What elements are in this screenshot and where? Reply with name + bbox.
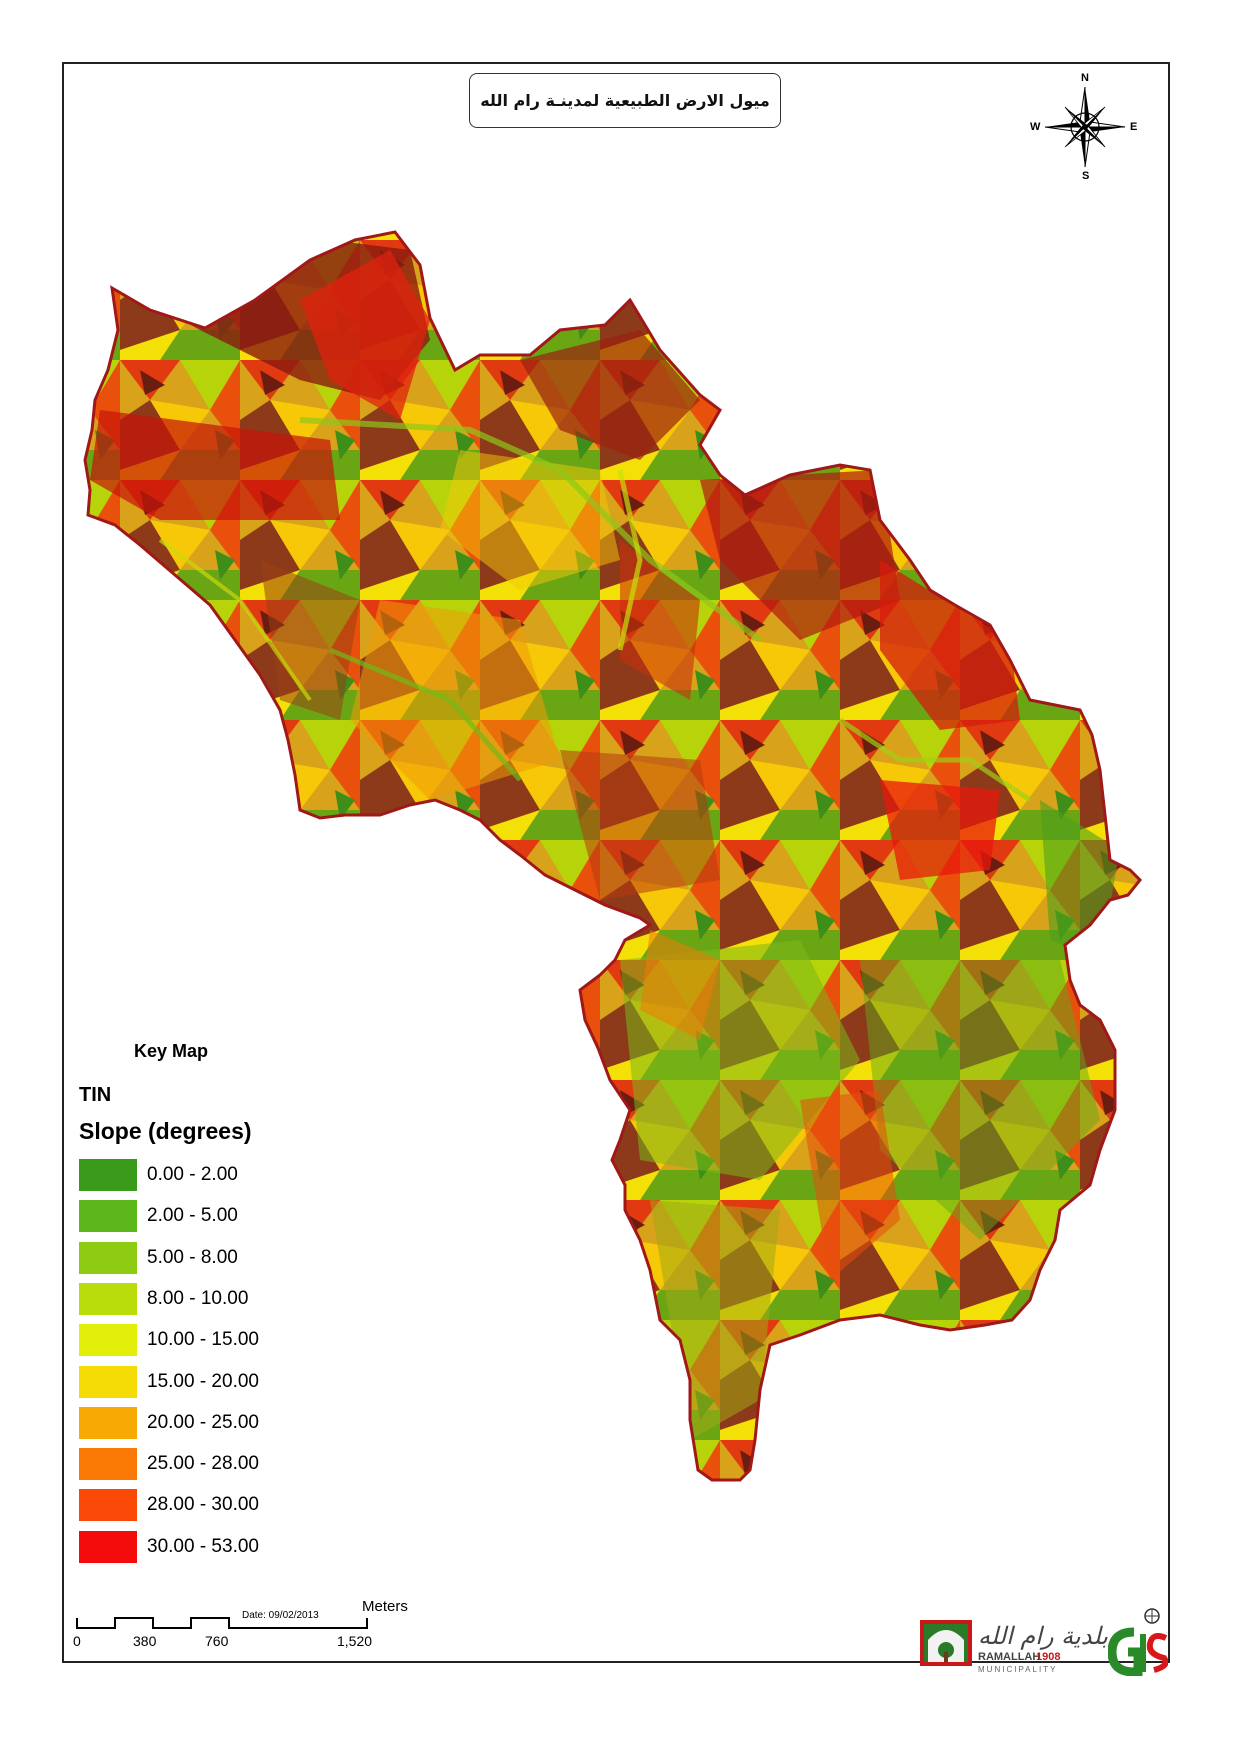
compass-south-label: S <box>1082 170 1090 182</box>
legend-label: 20.00 - 25.00 <box>147 1411 259 1433</box>
scale-bar: 0 380 760 1,520 Meters Date: 09/02/2013 <box>70 1598 430 1660</box>
legend-item: 0.00 - 2.00 <box>79 1159 339 1191</box>
ramallah-municipality-logo: بلدية رام الله RAMALLAH 1908 MUNICIPALIT… <box>920 1620 1108 1674</box>
legend-swatch <box>79 1200 137 1233</box>
scale-tick-2: 760 <box>205 1633 229 1649</box>
scale-units: Meters <box>362 1598 408 1615</box>
legend-swatch <box>79 1324 137 1357</box>
legend-label: 5.00 - 8.00 <box>147 1246 238 1268</box>
svg-text:RAMALLAH: RAMALLAH <box>978 1651 1040 1663</box>
legend-label: 30.00 - 53.00 <box>147 1535 259 1557</box>
legend-label: 15.00 - 20.00 <box>147 1370 259 1392</box>
legend-label: 0.00 - 2.00 <box>147 1164 238 1185</box>
legend-item: 15.00 - 20.00 <box>79 1365 339 1398</box>
legend-label: 8.00 - 10.00 <box>147 1287 249 1309</box>
legend-swatch <box>79 1489 137 1522</box>
legend-layer-name: TIN <box>79 1084 112 1106</box>
legend-item: 10.00 - 15.00 <box>79 1324 339 1357</box>
svg-text:MUNICIPALITY: MUNICIPALITY <box>978 1665 1057 1674</box>
legend-swatch <box>79 1406 137 1439</box>
legend-swatch <box>79 1448 137 1481</box>
legend-item: 30.00 - 53.00 <box>79 1530 339 1563</box>
legend-swatch <box>79 1241 137 1274</box>
legend-item: 28.00 - 30.00 <box>79 1489 339 1522</box>
legend-swatch <box>79 1530 137 1563</box>
legend-swatch <box>79 1282 137 1315</box>
legend-label: 2.00 - 5.00 <box>147 1205 238 1227</box>
legend-swatch <box>79 1159 137 1191</box>
gis-logo <box>1108 1608 1168 1676</box>
legend-item: 8.00 - 10.00 <box>79 1282 339 1315</box>
compass-rose-icon: N S E W <box>1030 72 1140 184</box>
legend-field-name: Slope (degrees) <box>79 1118 252 1144</box>
legend-item: 2.00 - 5.00 <box>79 1200 339 1233</box>
legend-label: 10.00 - 15.00 <box>147 1329 259 1351</box>
scale-tick-1: 380 <box>133 1633 157 1649</box>
map-title: ميول الارض الطبيعية لمدينـة رام الله <box>469 73 781 128</box>
map-frame <box>62 62 1170 1663</box>
compass-east-label: E <box>1130 121 1138 133</box>
legend-swatch <box>79 1365 137 1398</box>
logos: بلدية رام الله RAMALLAH 1908 MUNICIPALIT… <box>920 1600 1170 1680</box>
svg-text:بلدية رام الله: بلدية رام الله <box>978 1622 1108 1650</box>
legend-item: 20.00 - 25.00 <box>79 1406 339 1439</box>
map-date: Date: 09/02/2013 <box>242 1610 319 1621</box>
city-boundary <box>83 230 1143 1482</box>
scale-tick-0: 0 <box>73 1633 81 1649</box>
legend-label: 25.00 - 28.00 <box>147 1453 259 1475</box>
legend-item: 25.00 - 28.00 <box>79 1448 339 1481</box>
scale-tick-3: 1,520 <box>337 1633 373 1649</box>
legend-item: 5.00 - 8.00 <box>79 1241 339 1274</box>
key-map-title: Key Map <box>134 1041 209 1061</box>
compass-west-label: W <box>1030 121 1041 133</box>
svg-text:1908: 1908 <box>1036 1651 1060 1663</box>
compass-north-label: N <box>1081 72 1089 84</box>
legend-label: 28.00 - 30.00 <box>147 1494 259 1516</box>
